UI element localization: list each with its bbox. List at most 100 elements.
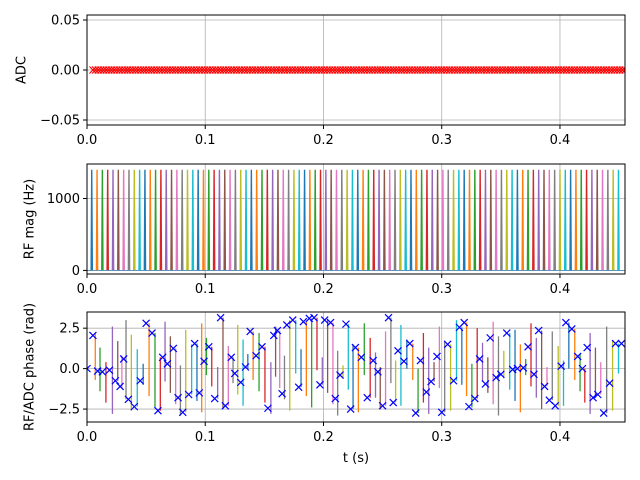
rf-pulse	[489, 169, 493, 271]
rf-pulse	[516, 169, 519, 271]
x-tick-label: 0.4	[550, 133, 571, 148]
x-tick-label: 0.2	[313, 430, 334, 445]
rf-pulse	[345, 169, 349, 271]
adc-phase-marker	[557, 362, 566, 371]
rf-pulse	[468, 169, 471, 271]
rf-pulse	[457, 169, 461, 271]
y-tick-label: −0.05	[40, 114, 80, 129]
adc-phase-marker	[98, 367, 107, 376]
adc-panel: 0.0 0.1 0.2 0.3 0.4 −0.05 0.00 0.05 ADC	[15, 14, 626, 148]
rf-pulse	[404, 169, 407, 271]
rf-pulse	[297, 169, 301, 271]
rf-pulse	[196, 169, 200, 271]
rf-pulse	[308, 169, 312, 271]
adc-phase-marker	[433, 352, 441, 361]
rf-pulse	[329, 169, 333, 271]
rf-pulse	[393, 169, 397, 271]
rf-pulse	[324, 169, 328, 271]
phase-ylabel: RF/ADC phase (rad)	[23, 303, 38, 431]
rf-pulse	[90, 169, 94, 271]
y-tick-label: 0.0	[59, 362, 80, 377]
adc-phase-marker	[373, 367, 382, 376]
adc-phase-marker	[617, 339, 625, 348]
rf-pulse	[617, 169, 620, 271]
rf-pulse	[287, 169, 290, 271]
rf-pulse	[478, 169, 482, 271]
rf-pulse	[170, 169, 173, 271]
adc-phase-marker	[481, 380, 490, 388]
rf-pulse	[335, 169, 338, 271]
adc-phase-marker	[200, 357, 208, 366]
rf-pulse	[399, 169, 402, 271]
adc-phase-marker	[124, 395, 133, 404]
adc-phase-marker	[116, 382, 125, 391]
rf-pulse	[537, 169, 540, 271]
rf-pulse	[180, 169, 184, 271]
rf-pulse	[303, 169, 306, 271]
x-tick-label: 0.2	[313, 282, 334, 297]
rf-pulse	[111, 169, 115, 271]
x-tick-label: 0.1	[195, 430, 216, 445]
adc-phase-marker	[399, 357, 408, 366]
adc-phase-marker	[119, 354, 128, 363]
rf-pulse	[473, 169, 477, 271]
adc-phase-marker	[316, 380, 324, 389]
adc-phase-marker	[88, 331, 97, 340]
y-tick-label: 2.5	[59, 322, 80, 337]
rf-pulse	[574, 169, 578, 271]
adc-phase-marker	[427, 377, 436, 386]
rf-pulse	[207, 169, 211, 271]
rf-pulse	[340, 169, 344, 271]
x-tick-label: 0.4	[550, 282, 571, 297]
adc-phase-marker	[519, 363, 528, 372]
adc-phase-marker	[278, 389, 287, 398]
rf-pulse	[601, 169, 604, 271]
rf-pulse	[244, 169, 248, 271]
adc-phase-marker	[611, 339, 620, 348]
rf-pulse	[202, 169, 205, 271]
rf-pulse	[420, 169, 423, 271]
adc-phase-marker	[449, 376, 458, 385]
rf-pulse	[494, 169, 498, 271]
adc-phase-marker	[405, 339, 414, 348]
adc-phase-marker	[593, 390, 602, 399]
adc-phase-marker	[169, 344, 178, 353]
adc-phase-marker	[583, 343, 592, 352]
rf-pulse	[579, 169, 583, 271]
rf-pulse	[548, 169, 551, 271]
adc-phase-marker	[288, 316, 297, 325]
adc-sample-marker	[621, 66, 625, 74]
adc-phase-marker	[342, 320, 350, 329]
adc-phase-marker	[336, 371, 344, 380]
x-tick-label: 0.1	[195, 133, 216, 148]
adc-phase-marker	[320, 316, 329, 325]
adc-phase-marker	[363, 393, 372, 402]
rf-pulse	[186, 169, 189, 271]
adc-phase-marker	[105, 366, 114, 375]
rf-pulse	[595, 169, 599, 271]
y-tick-label: 0.00	[51, 64, 80, 79]
rf-pulse	[532, 169, 535, 271]
rf-pulse	[441, 169, 445, 271]
rf-pulse	[234, 169, 237, 271]
adc-phase-marker	[221, 401, 230, 410]
adc-phase-marker	[148, 329, 156, 337]
adc-phase-marker	[269, 331, 278, 340]
rf-pulse	[415, 169, 418, 271]
rf-pulse	[239, 169, 243, 271]
adc-phase-marker	[210, 394, 219, 403]
rf-pulse	[143, 169, 147, 271]
adc-phase-marker	[294, 383, 303, 392]
rf-pulse	[446, 169, 450, 271]
adc-phase-marker	[111, 376, 120, 385]
y-tick-label: 1000	[47, 192, 80, 207]
rf-pulse	[505, 169, 509, 271]
phase-panel: 0.0 0.1 0.2 0.3 0.4 −2.5 0.0 2.5 RF/ADC phase (…	[23, 303, 626, 466]
adc-phase-marker	[163, 359, 172, 368]
x-tick-label: 0.3	[431, 282, 452, 297]
rf-pulse	[351, 169, 354, 271]
rf-pulse	[138, 169, 141, 271]
adc-ylabel: ADC	[15, 56, 30, 84]
rf-mag-axes-frame	[86, 163, 626, 275]
